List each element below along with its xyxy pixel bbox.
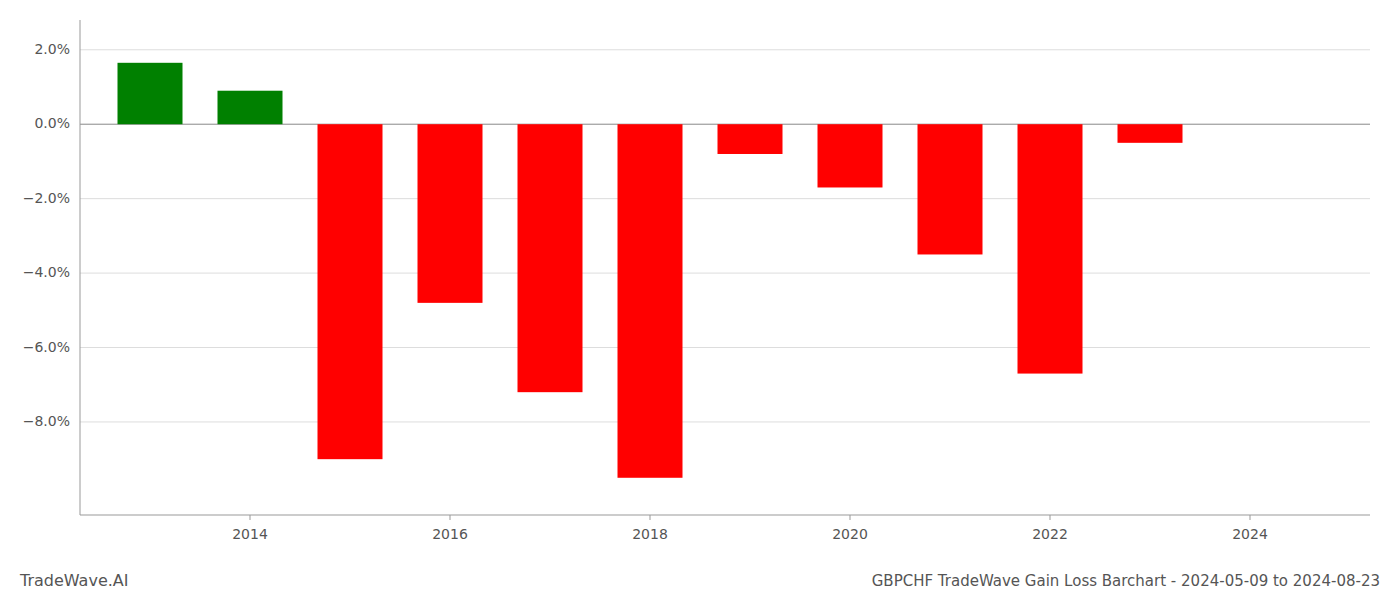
y-tick-label: −8.0% [23,413,70,429]
grid [80,50,1370,422]
x-tick [850,515,851,520]
x-tick-label: 2014 [232,526,268,542]
grid-line [80,273,1370,274]
bar [718,124,783,154]
bar [218,91,283,124]
bar [318,124,383,459]
x-tick [650,515,651,520]
grid-line [80,198,1370,199]
chart: 2.0% 0.0% −2.0% −4.0% −6.0% −8.0% 2014 2016 2018… [0,0,1400,600]
bar [118,63,183,124]
x-tick-label: 2022 [1032,526,1068,542]
grid-line [80,421,1370,422]
bar [618,124,683,478]
x-tick-label: 2024 [1232,526,1268,542]
bar [418,124,483,303]
y-tick-label: −4.0% [23,264,70,280]
bar [818,124,883,187]
x-axis [80,515,1370,516]
background [0,0,1400,600]
x-tick-label: 2016 [432,526,468,542]
x-tick-label: 2018 [632,526,668,542]
x-tick [250,515,251,520]
bar [1018,124,1083,373]
watermark: TradeWave.AI [19,571,128,590]
x-tick [1050,515,1051,520]
y-tick-label: 2.0% [34,41,70,57]
y-tick-label: −6.0% [23,339,70,355]
bars [118,63,1183,478]
bar [918,124,983,254]
grid-line [80,49,1370,50]
bar [518,124,583,392]
title: GBPCHF TradeWave Gain Loss Barchart - 20… [872,572,1380,590]
x-tick [450,515,451,520]
x-tick [1250,515,1251,520]
y-tick-label: 0.0% [34,115,70,131]
y-tick-label: −2.0% [23,190,70,206]
y-axis [80,20,81,515]
bar [1118,124,1183,143]
x-tick-label: 2020 [832,526,868,542]
grid-line [80,347,1370,348]
